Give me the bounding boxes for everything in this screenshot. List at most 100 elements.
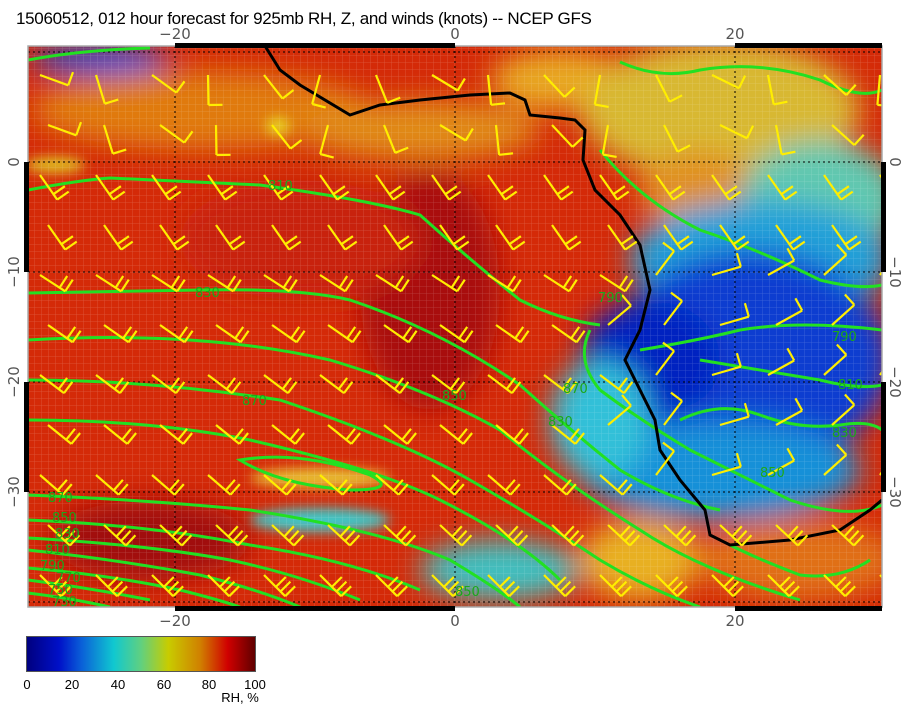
contour-label: 830 [195, 286, 220, 301]
wind-barb [607, 224, 638, 251]
wind-barb [823, 243, 848, 276]
wind-barb [102, 124, 127, 155]
contour-label: 850 [52, 511, 77, 526]
colorbar-label: 100 [244, 677, 266, 692]
wind-barb [95, 274, 130, 293]
wind-barb [663, 524, 697, 547]
wind-barb [655, 74, 683, 103]
wind-barb [95, 474, 129, 496]
wind-barb [215, 524, 249, 547]
wind-barb [431, 474, 465, 496]
wind-barb [775, 397, 804, 426]
wind-barb [823, 443, 848, 476]
wind-barb [207, 374, 242, 394]
wind-barb [543, 374, 578, 394]
wind-barb [775, 524, 809, 547]
contour-label: 830 [548, 415, 573, 430]
contour-label: 730 [52, 595, 77, 610]
wind-barb [374, 74, 401, 104]
wind-barb [486, 74, 506, 106]
wind-barb [711, 574, 744, 597]
y-tick-right: −20 [886, 366, 904, 398]
wind-barb [655, 174, 686, 201]
wind-barb [719, 224, 750, 251]
wind-barb [711, 74, 747, 90]
wind-barb [103, 524, 137, 547]
wind-barb [103, 324, 138, 344]
wind-barb [551, 424, 585, 445]
wind-barb [543, 474, 577, 496]
wind-barb [207, 274, 242, 293]
wind-barb [383, 324, 418, 344]
wind-barb [495, 424, 529, 445]
wind-barb [663, 391, 683, 426]
wind-barb [159, 424, 193, 445]
wind-barb [47, 424, 81, 445]
contour-line [28, 578, 151, 602]
wind-barb [823, 74, 857, 96]
wind-barb [159, 324, 194, 344]
wind-barb [543, 574, 576, 597]
contour-line [679, 407, 882, 432]
wind-barb [431, 574, 464, 597]
wind-barb [607, 394, 632, 426]
wind-barb [215, 324, 250, 344]
wind-barb [719, 302, 750, 327]
wind-barb [495, 324, 530, 344]
wind-barb [47, 121, 83, 137]
contour-line [28, 378, 701, 607]
wind-barb [319, 374, 354, 394]
wind-barb [823, 174, 854, 201]
wind-barb [375, 374, 410, 394]
wind-barb [151, 374, 186, 394]
colorbar-title: RH, % [221, 690, 259, 705]
wind-barb [159, 224, 190, 251]
contour-line [582, 329, 882, 513]
contour-label: 850 [455, 585, 480, 600]
wind-barb [823, 343, 848, 376]
wind-barb [775, 224, 806, 251]
wind-barb [431, 374, 466, 394]
y-tick-left: −30 [5, 476, 23, 508]
wind-barb [823, 574, 856, 597]
contour-line [729, 543, 871, 578]
wind-barb [271, 524, 305, 547]
wind-barb [487, 474, 521, 496]
x-tick-bottom: −20 [159, 612, 191, 630]
wind-barb [888, 525, 906, 546]
y-tick-right: −30 [886, 476, 904, 508]
contour-line [639, 323, 882, 352]
colorbar-label: 80 [201, 677, 217, 692]
map-frame [24, 43, 886, 611]
wind-barb [151, 274, 186, 293]
wind-barb [551, 124, 584, 148]
contour-label: 810 [838, 378, 863, 393]
wind-barb [494, 124, 514, 156]
contour-line [28, 176, 601, 327]
wind-barb [879, 574, 882, 579]
wind-barb [319, 574, 352, 597]
x-tick-top: −20 [159, 25, 191, 43]
colorbar-label: 20 [64, 677, 80, 692]
contour-label: 790 [598, 291, 623, 306]
wind-barb [774, 124, 796, 156]
wind-barb [888, 225, 906, 250]
contour-label: 810 [268, 179, 293, 194]
contour-line [598, 149, 882, 289]
wind-barb [831, 124, 865, 146]
colorbar-label: 40 [110, 677, 126, 692]
contour-line [28, 418, 562, 582]
wind-barb [383, 424, 417, 445]
wind-barb [439, 324, 474, 344]
wind-barb [663, 224, 694, 251]
wind-barb [319, 124, 334, 159]
wind-barb [206, 74, 223, 107]
wind-barb [103, 424, 137, 445]
wind-barb [311, 74, 326, 109]
coastline [263, 46, 882, 547]
contour-line [28, 536, 361, 602]
wind-barb [327, 324, 362, 344]
wind-barb [599, 274, 634, 293]
wind-barb [767, 447, 796, 476]
wind-barb [47, 224, 78, 251]
